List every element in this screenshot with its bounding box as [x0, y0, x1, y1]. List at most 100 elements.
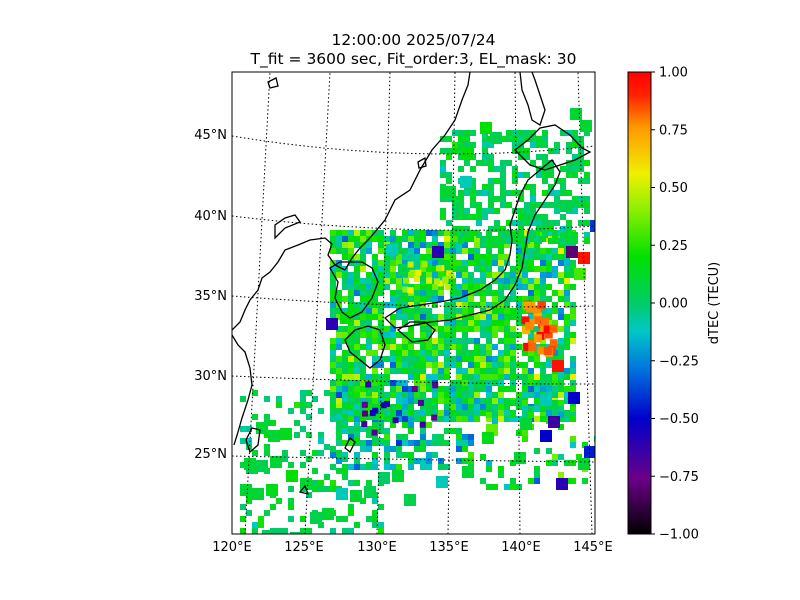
dtec-cell: [444, 350, 450, 356]
dtec-cell: [570, 356, 576, 362]
dtec-cell: [552, 272, 558, 278]
dtec-cell: [336, 272, 342, 278]
dtec-cell: [414, 398, 420, 404]
dtec-cell: [366, 446, 372, 452]
dtec-cell: [348, 284, 354, 290]
dtec-cell: [530, 208, 536, 214]
dtec-cell: [414, 416, 420, 422]
dtec-cell: [438, 398, 444, 404]
dtec-cell: [522, 362, 528, 368]
dtec-cell: [492, 374, 498, 380]
dtec-cell: [474, 356, 480, 362]
dtec-cell: [372, 254, 378, 260]
dtec-cell: [564, 320, 570, 326]
dtec-cell: [390, 290, 396, 296]
dtec-cell: [474, 284, 480, 290]
dtec-cell: [482, 432, 494, 444]
dtec-cell: [566, 190, 572, 196]
dtec-cell: [392, 417, 399, 424]
dtec-cell: [360, 290, 366, 296]
dtec-cell: [450, 278, 456, 284]
dtec-cell: [372, 380, 378, 386]
dtec-cell: [360, 362, 366, 368]
dtec-cell: [288, 498, 294, 504]
dtec-cell: [390, 404, 396, 410]
dtec-cell: [444, 266, 450, 272]
dtec-cell: [336, 296, 342, 302]
dtec-cell: [330, 278, 336, 284]
dtec-cell: [512, 148, 518, 154]
dtec-cell: [504, 368, 510, 374]
dtec-cell: [582, 478, 588, 484]
dtec-cell: [504, 272, 510, 278]
dtec-cell: [252, 522, 258, 528]
dtec-cell: [456, 428, 462, 434]
dtec-cell: [566, 160, 572, 166]
dtec-cell: [366, 290, 372, 296]
dtec-cell: [276, 528, 288, 534]
dtec-cell: [450, 266, 456, 272]
dtec-cell: [354, 410, 360, 416]
dtec-cell: [438, 440, 444, 446]
dtec-cell: [518, 136, 524, 142]
dtec-cell: [330, 410, 336, 416]
dtec-cell: [570, 266, 576, 272]
dtec-cell: [572, 130, 578, 136]
dtec-cell: [542, 232, 548, 238]
dtec-cell: [504, 314, 510, 320]
dtec-cell: [576, 454, 582, 460]
dtec-cell: [486, 416, 492, 422]
dtec-cell: [372, 404, 378, 410]
dtec-cell: [560, 238, 566, 244]
dtec-cell: [354, 236, 360, 242]
dtec-cell: [560, 232, 566, 238]
dtec-cell: [560, 178, 566, 184]
dtec-cell: [384, 344, 390, 350]
dtec-cell: [522, 374, 528, 380]
dtec-cell: [522, 380, 528, 386]
dtec-cell: [450, 242, 456, 248]
dtec-cell: [522, 350, 528, 356]
dtec-cell: [462, 302, 468, 308]
dtec-cell: [522, 242, 528, 248]
dtec-cell: [378, 272, 384, 278]
dtec-cell: [252, 528, 258, 534]
dtec-cell: [342, 386, 348, 392]
dtec-cell: [492, 362, 498, 368]
dtec-cell: [378, 290, 384, 296]
dtec-cell: [246, 498, 252, 504]
dtec-cell: [570, 242, 576, 248]
dtec-cell: [282, 456, 288, 462]
dtec-cell: [476, 190, 482, 196]
dtec-cell: [371, 429, 378, 436]
dtec-cell: [482, 142, 488, 148]
dtec-cell: [414, 236, 420, 242]
dtec-cell: [546, 460, 552, 466]
dtec-cell: [432, 386, 438, 392]
dtec-cell: [566, 220, 572, 226]
dtec-cell: [402, 386, 408, 392]
dtec-cell: [348, 528, 354, 534]
dtec-cell: [390, 296, 396, 302]
dtec-cell: [372, 516, 378, 522]
dtec-cell: [456, 350, 462, 356]
dtec-cell: [552, 254, 558, 260]
dtec-cell: [518, 172, 524, 178]
dtec-cell: [564, 368, 570, 374]
dtec-cell: [552, 386, 558, 392]
dtec-cell: [348, 278, 354, 284]
dtec-cell: [396, 302, 402, 308]
dtec-cell: [402, 392, 408, 398]
dtec-cell: [415, 269, 422, 276]
dtec-cell: [372, 314, 378, 320]
dtec-cell: [372, 296, 378, 302]
dtec-cell: [372, 392, 378, 398]
dtec-cell: [420, 380, 426, 386]
dtec-cell: [482, 136, 488, 142]
dtec-cell: [392, 470, 404, 482]
dtec-cell: [521, 316, 530, 325]
dtec-cell: [534, 242, 540, 248]
dtec-cell: [500, 178, 506, 184]
dtec-cell: [498, 278, 504, 284]
dtec-cell: [348, 416, 354, 422]
